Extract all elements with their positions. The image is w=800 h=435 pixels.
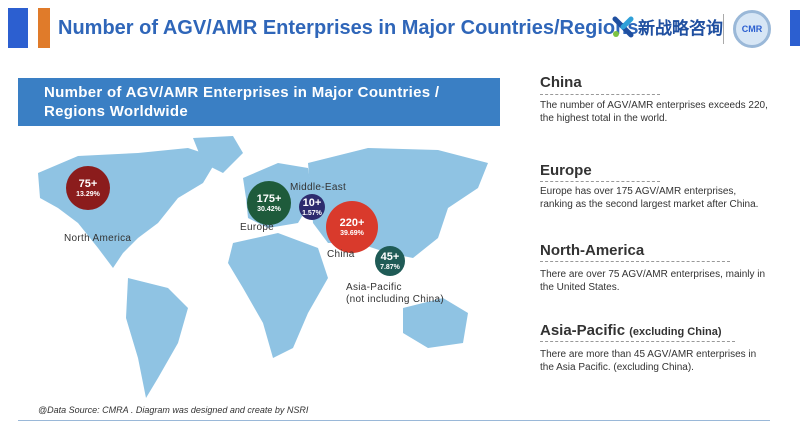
company-logo: 新战略咨询 bbox=[612, 14, 723, 39]
sidebar-heading: Asia-Pacific (excluding China) bbox=[540, 322, 722, 339]
sidebar-europe: Europe Europe has over 175 AGV/AMR enter… bbox=[540, 162, 770, 211]
label-asia-pacific: Asia-Pacific (not including China) bbox=[346, 282, 445, 305]
banner-line-2: Regions Worldwide bbox=[44, 103, 188, 120]
sidebar-china: China The number of AGV/AMR enterprises … bbox=[540, 74, 770, 125]
sidebar-text: Europe has over 175 AGV/AMR enterprises,… bbox=[540, 186, 759, 210]
logo-x-icon bbox=[612, 16, 634, 37]
bubble-north-america: 75+ 13.29% bbox=[66, 166, 110, 210]
page-title: Number of AGV/AMR Enterprises in Major C… bbox=[58, 17, 639, 39]
bubble-china: 220+ 39.69% bbox=[326, 201, 378, 253]
bubble-middle-east: 10+ 1.57% bbox=[299, 194, 325, 220]
bubble-asia-pacific: 45+ 7.87% bbox=[375, 246, 405, 276]
accent-bar-orange bbox=[38, 8, 50, 48]
greenland bbox=[193, 136, 243, 173]
north-america bbox=[38, 148, 218, 268]
cmr-badge-logo: CMR bbox=[733, 10, 771, 48]
sidebar-north-america: North-America There are over 75 AGV/AMR … bbox=[540, 242, 770, 294]
accent-bar-right bbox=[790, 10, 800, 46]
sidebar-text: There are more than 45 AGV/AMR enterpris… bbox=[540, 349, 757, 373]
label-north-america: North America bbox=[64, 233, 132, 244]
accent-bar-blue bbox=[8, 8, 28, 48]
data-source: @Data Source: CMRA . Diagram was designe… bbox=[38, 405, 309, 415]
label-china: China bbox=[327, 249, 355, 260]
africa bbox=[228, 233, 328, 358]
south-america bbox=[126, 278, 188, 398]
sidebar-heading: Europe bbox=[540, 162, 592, 179]
sidebar-text: The number of AGV/AMR enterprises exceed… bbox=[540, 100, 768, 124]
banner-line-1: Number of AGV/AMR Enterprises in Major C… bbox=[44, 84, 440, 101]
sidebar-heading: China bbox=[540, 74, 582, 91]
bubble-europe: 175+ 30.42% bbox=[247, 181, 291, 225]
sidebar-asia-pacific: Asia-Pacific (excluding China) There are… bbox=[540, 322, 770, 374]
label-europe: Europe bbox=[240, 222, 275, 233]
map-banner: Number of AGV/AMR Enterprises in Major C… bbox=[18, 78, 500, 126]
divider bbox=[723, 14, 724, 44]
sidebar-text: There are over 75 AGV/AMR enterprises, m… bbox=[540, 269, 766, 293]
australia bbox=[403, 298, 468, 348]
footer-line bbox=[18, 420, 770, 421]
label-middle-east: Middle-East bbox=[290, 182, 347, 193]
logo-text: 新战略咨询 bbox=[638, 19, 723, 38]
sidebar-heading: North-America bbox=[540, 242, 645, 259]
